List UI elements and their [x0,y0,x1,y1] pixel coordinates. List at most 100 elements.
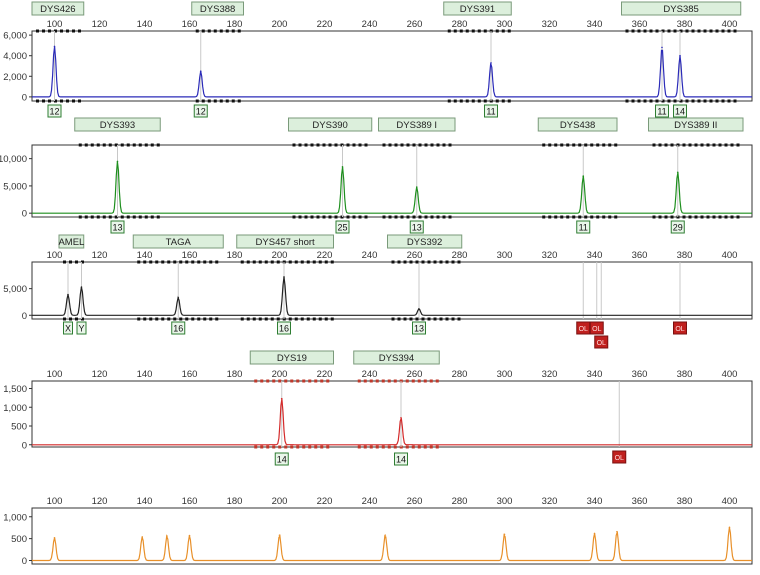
bin-marker [679,29,683,33]
bin-marker [578,215,582,219]
allele-call-label: Y [78,324,84,334]
locus-label: DYS388 [200,4,235,15]
peak-point [141,536,144,538]
bin-marker [231,29,235,33]
bin-marker [60,29,63,33]
allele-call-label: 14 [396,455,406,465]
bin-marker [328,143,332,147]
locus-label: DYS393 [100,120,135,131]
bin-marker [643,29,647,33]
bin-marker [308,445,312,449]
x-tick-label: 280 [452,369,468,380]
locus-label-box [353,350,440,365]
bin-marker [391,317,395,321]
bin-marker [388,143,392,147]
bin-marker [700,143,704,147]
bin-marker [254,379,258,383]
locus-label: DYS426 [40,4,75,15]
y-tick-label: 5,000 [3,181,27,192]
peak-point [503,533,506,536]
bin-marker [655,99,659,103]
bin-marker [195,99,199,103]
locus-label: DYS394 [379,353,414,364]
bin-marker [290,379,294,383]
allele-call-box [47,104,62,118]
bin-marker [721,29,725,33]
bin-marker [670,143,674,147]
bin-marker [191,260,195,264]
bin-marker [225,29,229,33]
bin-marker [736,143,740,147]
allele-call-box [335,220,350,234]
x-tick-label: 300 [497,369,513,380]
bin-marker [649,99,653,103]
bin-marker [400,215,404,219]
bin-marker [661,29,665,33]
bin-marker [631,99,635,103]
allele-call-box [412,321,426,335]
trace-line [32,398,752,446]
x-tick-label: 400 [722,369,738,380]
allele-call-label: 11 [657,107,666,117]
bin-marker [231,99,235,103]
bin-marker [357,379,361,383]
bin-marker [688,143,692,147]
bin-marker [126,143,130,147]
bin-marker [614,215,618,219]
bin-marker [66,99,69,103]
bin-marker [667,99,671,103]
bin-marker [300,317,304,321]
bin-marker [423,379,427,383]
bin-marker [465,29,469,33]
bin-marker [203,317,207,321]
bin-marker [631,29,635,33]
x-tick-label: 200 [272,496,288,507]
bin-marker [655,29,659,33]
bin-marker [252,317,256,321]
bin-marker [173,260,177,264]
panel-frame [31,144,753,218]
peak-point [67,293,69,296]
x-tick-label: 120 [92,369,108,380]
bin-marker [658,215,662,219]
y-tick-label: 1,000 [3,512,27,523]
bin-marker [724,215,728,219]
bin-marker [429,445,433,449]
allele-call-label: 12 [49,107,59,117]
bin-marker [465,99,469,103]
peak-point [384,534,387,536]
bin-marker [306,317,310,321]
x-tick-label: 240 [362,19,378,30]
bin-marker [346,143,350,147]
bin-marker [155,317,159,321]
bin-marker [584,143,588,147]
bin-marker [72,99,75,103]
locus-label: AMEL [58,237,84,248]
locus-label: DYS457 short [256,237,316,248]
bin-marker [302,445,306,449]
bin-marker [691,99,695,103]
bin-marker [703,29,707,33]
bin-marker [381,445,385,449]
bin-marker [75,260,78,264]
bin-marker [430,215,434,219]
bin-marker [246,260,250,264]
off-ladder-box [589,321,604,335]
bin-marker [427,317,431,321]
bin-marker [483,99,487,103]
bin-marker [448,143,452,147]
bin-marker [429,379,433,383]
bin-marker [284,445,288,449]
bin-marker [649,29,653,33]
bin-marker [507,29,511,33]
x-tick-label: 180 [227,496,243,507]
bin-marker [278,379,282,383]
bin-marker [369,379,373,383]
bin-marker [658,143,662,147]
allele-call-box [670,220,685,234]
bin-marker [357,445,361,449]
bin-marker [394,215,398,219]
bin-marker [207,29,211,33]
bin-marker [324,260,328,264]
